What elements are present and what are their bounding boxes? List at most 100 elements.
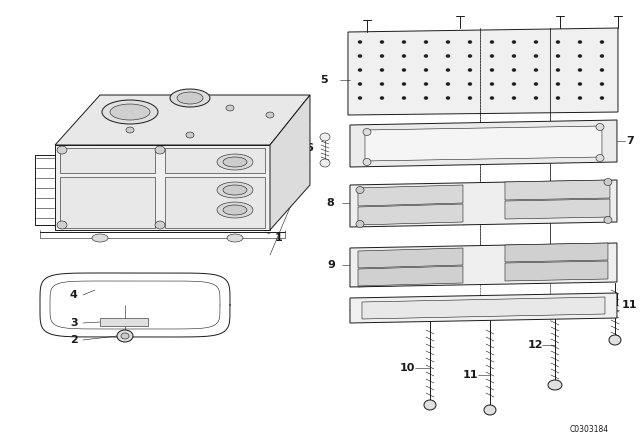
Ellipse shape xyxy=(380,55,384,57)
Ellipse shape xyxy=(600,40,604,43)
Ellipse shape xyxy=(358,82,362,86)
Ellipse shape xyxy=(468,82,472,86)
Polygon shape xyxy=(350,120,617,167)
Text: 11: 11 xyxy=(463,370,479,380)
Polygon shape xyxy=(358,248,463,268)
Polygon shape xyxy=(270,95,310,230)
Ellipse shape xyxy=(320,133,330,141)
Ellipse shape xyxy=(424,82,428,86)
Text: 5: 5 xyxy=(320,75,328,85)
Ellipse shape xyxy=(604,178,612,185)
Ellipse shape xyxy=(126,127,134,133)
Ellipse shape xyxy=(609,335,621,345)
Ellipse shape xyxy=(217,154,253,170)
Ellipse shape xyxy=(446,82,450,86)
Polygon shape xyxy=(348,28,618,115)
Ellipse shape xyxy=(600,55,604,57)
Ellipse shape xyxy=(424,40,428,43)
Ellipse shape xyxy=(402,96,406,99)
Text: 7: 7 xyxy=(626,136,634,146)
Ellipse shape xyxy=(468,55,472,57)
Ellipse shape xyxy=(534,40,538,43)
Ellipse shape xyxy=(596,124,604,130)
Polygon shape xyxy=(350,180,617,227)
Polygon shape xyxy=(505,261,608,281)
Ellipse shape xyxy=(512,55,516,57)
Ellipse shape xyxy=(92,234,108,242)
Ellipse shape xyxy=(402,40,406,43)
Ellipse shape xyxy=(512,40,516,43)
Ellipse shape xyxy=(578,82,582,86)
Ellipse shape xyxy=(534,69,538,72)
Text: 10: 10 xyxy=(400,363,415,373)
Ellipse shape xyxy=(512,82,516,86)
Polygon shape xyxy=(350,293,617,323)
Ellipse shape xyxy=(217,202,253,218)
Ellipse shape xyxy=(534,82,538,86)
Ellipse shape xyxy=(186,132,194,138)
Ellipse shape xyxy=(424,69,428,72)
Ellipse shape xyxy=(380,82,384,86)
Text: 8: 8 xyxy=(326,198,333,208)
Ellipse shape xyxy=(223,157,247,167)
Polygon shape xyxy=(350,243,617,287)
Ellipse shape xyxy=(578,40,582,43)
Ellipse shape xyxy=(380,69,384,72)
Ellipse shape xyxy=(446,69,450,72)
Ellipse shape xyxy=(380,96,384,99)
Ellipse shape xyxy=(490,96,494,99)
Text: 1: 1 xyxy=(275,233,283,243)
Polygon shape xyxy=(362,297,605,319)
Ellipse shape xyxy=(556,40,560,43)
Polygon shape xyxy=(505,180,610,200)
Ellipse shape xyxy=(356,220,364,228)
Ellipse shape xyxy=(402,55,406,57)
Ellipse shape xyxy=(424,96,428,99)
Ellipse shape xyxy=(556,55,560,57)
Polygon shape xyxy=(55,145,270,230)
Ellipse shape xyxy=(556,96,560,99)
Polygon shape xyxy=(358,185,463,206)
Ellipse shape xyxy=(556,69,560,72)
Text: C0303184: C0303184 xyxy=(570,426,609,435)
Ellipse shape xyxy=(446,55,450,57)
Ellipse shape xyxy=(356,186,364,194)
Ellipse shape xyxy=(604,216,612,224)
Ellipse shape xyxy=(468,40,472,43)
Ellipse shape xyxy=(548,380,562,390)
Ellipse shape xyxy=(600,82,604,86)
Ellipse shape xyxy=(490,82,494,86)
Polygon shape xyxy=(165,177,265,228)
Ellipse shape xyxy=(358,69,362,72)
Polygon shape xyxy=(100,318,148,326)
Ellipse shape xyxy=(102,100,158,124)
Ellipse shape xyxy=(358,55,362,57)
Ellipse shape xyxy=(170,89,210,107)
Ellipse shape xyxy=(226,105,234,111)
Ellipse shape xyxy=(578,96,582,99)
Polygon shape xyxy=(505,243,608,262)
Ellipse shape xyxy=(578,69,582,72)
Ellipse shape xyxy=(363,159,371,165)
Ellipse shape xyxy=(57,146,67,154)
Ellipse shape xyxy=(556,82,560,86)
Polygon shape xyxy=(60,148,155,173)
Ellipse shape xyxy=(155,146,165,154)
Ellipse shape xyxy=(320,159,330,167)
Ellipse shape xyxy=(512,69,516,72)
Ellipse shape xyxy=(446,96,450,99)
Polygon shape xyxy=(165,148,265,173)
Ellipse shape xyxy=(177,92,203,104)
Ellipse shape xyxy=(380,40,384,43)
Ellipse shape xyxy=(358,40,362,43)
Ellipse shape xyxy=(600,69,604,72)
Ellipse shape xyxy=(446,40,450,43)
Text: 12: 12 xyxy=(528,340,543,350)
Polygon shape xyxy=(60,177,155,228)
Ellipse shape xyxy=(468,69,472,72)
Ellipse shape xyxy=(468,96,472,99)
Text: 6: 6 xyxy=(305,143,313,153)
Ellipse shape xyxy=(117,330,133,342)
Polygon shape xyxy=(358,266,463,286)
Text: 4: 4 xyxy=(70,290,78,300)
